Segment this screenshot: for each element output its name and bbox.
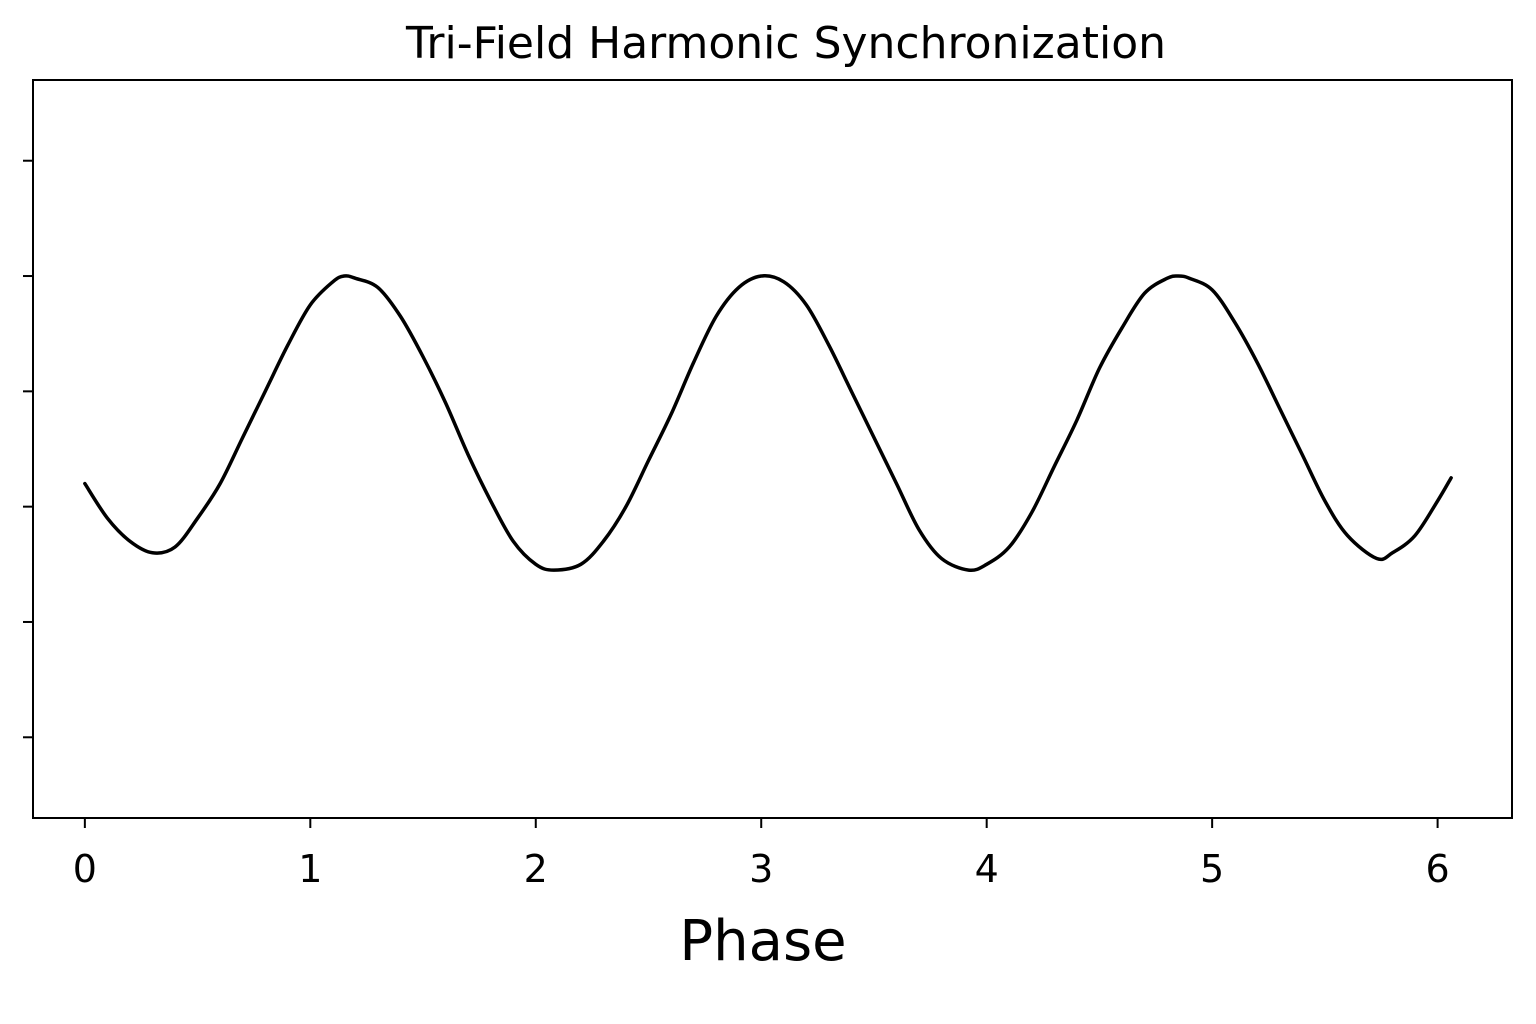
x-axis-ticks: 0 1 2 3 4 5 6 xyxy=(73,818,1450,891)
plot-frame xyxy=(32,79,1513,819)
y-axis-ticks xyxy=(23,159,33,739)
x-tick-label: 4 xyxy=(975,847,999,891)
chart-title: Tri-Field Harmonic Synchronization xyxy=(405,18,1166,69)
x-axis-label: Phase xyxy=(679,909,846,974)
x-tick-label: 1 xyxy=(298,847,322,891)
series-line-0 xyxy=(83,274,1453,573)
x-tick-label: 6 xyxy=(1426,847,1450,891)
x-tick-label: 0 xyxy=(73,847,97,891)
x-tick-label: 5 xyxy=(1200,847,1224,891)
x-tick-label: 3 xyxy=(749,847,773,891)
series-group xyxy=(83,274,1453,573)
x-tick-label: 2 xyxy=(524,847,548,891)
